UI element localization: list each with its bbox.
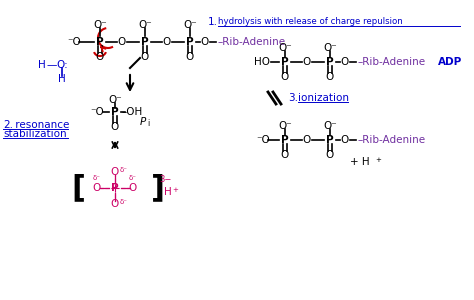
Text: O: O [96, 52, 104, 62]
Text: ⁻O: ⁻O [67, 37, 81, 47]
Text: O: O [341, 135, 349, 145]
Text: ADP: ADP [438, 57, 462, 67]
Text: +: + [375, 157, 381, 163]
Text: P: P [186, 37, 194, 47]
Text: [: [ [71, 173, 85, 202]
Text: –Rib-Adenine: –Rib-Adenine [218, 37, 286, 47]
Text: O: O [201, 37, 209, 47]
Text: P: P [281, 135, 289, 145]
Text: O:: O: [56, 60, 68, 70]
Text: O⁻: O⁻ [93, 20, 107, 30]
Text: resonance: resonance [12, 120, 69, 130]
Text: stabilization: stabilization [3, 129, 67, 139]
Text: i: i [147, 118, 149, 127]
Text: O⁻: O⁻ [323, 121, 337, 131]
Text: O⁻: O⁻ [138, 20, 152, 30]
Text: O: O [163, 37, 171, 47]
Text: P: P [140, 117, 146, 127]
Text: ionization: ionization [298, 93, 349, 103]
Text: hydrolysis with release of charge repulsion: hydrolysis with release of charge repuls… [218, 17, 403, 26]
Text: 2.: 2. [3, 120, 13, 130]
Text: + H: + H [350, 157, 370, 167]
Text: P: P [96, 37, 104, 47]
Text: O: O [93, 183, 101, 193]
Text: O⁻: O⁻ [323, 43, 337, 53]
Text: +: + [172, 187, 178, 193]
Text: O: O [326, 150, 334, 160]
Text: P: P [326, 57, 334, 67]
Text: O: O [111, 122, 119, 132]
Text: δ⁻: δ⁻ [120, 167, 128, 173]
Text: O: O [111, 167, 119, 177]
Text: O: O [118, 37, 126, 47]
Text: O⁻: O⁻ [278, 43, 292, 53]
Text: O: O [326, 72, 334, 82]
Text: P: P [281, 57, 289, 67]
Text: O: O [281, 72, 289, 82]
Text: HO: HO [254, 57, 270, 67]
Text: —: — [47, 60, 57, 70]
Text: P: P [141, 37, 149, 47]
Text: δ⁻: δ⁻ [129, 175, 137, 181]
Text: O: O [141, 52, 149, 62]
Text: O: O [186, 52, 194, 62]
Text: 3.: 3. [288, 93, 298, 103]
Text: ⁻O: ⁻O [256, 135, 270, 145]
Text: H: H [164, 187, 172, 197]
Text: H: H [38, 60, 46, 70]
Text: O: O [281, 150, 289, 160]
Text: P: P [111, 107, 119, 117]
Text: –Rib-Adenine: –Rib-Adenine [358, 135, 426, 145]
Text: O⁻: O⁻ [278, 121, 292, 131]
Text: –OH: –OH [121, 107, 143, 117]
Text: H: H [58, 74, 66, 84]
Text: O⁻: O⁻ [108, 95, 122, 105]
Text: –Rib-Adenine: –Rib-Adenine [358, 57, 426, 67]
Text: O: O [129, 183, 137, 193]
Text: δ⁻: δ⁻ [120, 199, 128, 205]
Text: ]: ] [151, 173, 165, 202]
Text: P: P [326, 135, 334, 145]
Text: 1.: 1. [208, 17, 218, 27]
Text: O⁻: O⁻ [183, 20, 197, 30]
Text: ⁻O: ⁻O [90, 107, 104, 117]
Text: O: O [303, 135, 311, 145]
Text: δ⁻: δ⁻ [93, 175, 101, 181]
Text: 3−: 3− [159, 176, 171, 184]
Text: O: O [303, 57, 311, 67]
Text: P: P [111, 183, 119, 193]
Text: O: O [341, 57, 349, 67]
Text: O: O [111, 199, 119, 209]
